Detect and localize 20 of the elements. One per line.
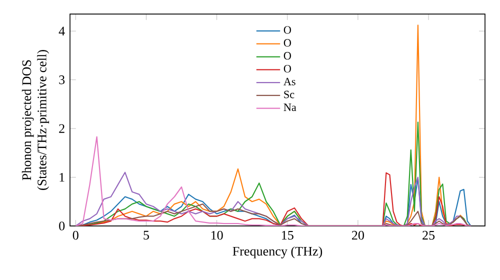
x-tick-label: 10 (211, 230, 223, 240)
y-tick-label: 0 (59, 222, 65, 230)
x-axis-title: Frequency (THz) (232, 246, 322, 258)
legend-label: O (284, 26, 291, 34)
y-axis-title: Phonon projected DOS (States/THz·primitive cell) (22, 50, 50, 190)
y-tick-label: 4 (58, 26, 65, 36)
x-tick-label: 15 (282, 230, 294, 240)
y-tick-label: 1 (60, 172, 64, 182)
x-tick-label: 0 (72, 230, 78, 240)
y-tick-label: 3 (59, 75, 65, 84)
x-tick-label: 25 (422, 230, 435, 240)
legend-label: O (284, 39, 291, 47)
legend-label: O (284, 52, 291, 60)
legend-label: Na (284, 104, 296, 112)
x-tick-label: 5 (144, 230, 149, 240)
y-tick-label: 2 (59, 124, 64, 133)
x-tick-label: 20 (352, 230, 364, 240)
legend-label: As (284, 78, 296, 86)
legend-label: O (284, 64, 291, 72)
legend-label: Sc (284, 90, 294, 98)
